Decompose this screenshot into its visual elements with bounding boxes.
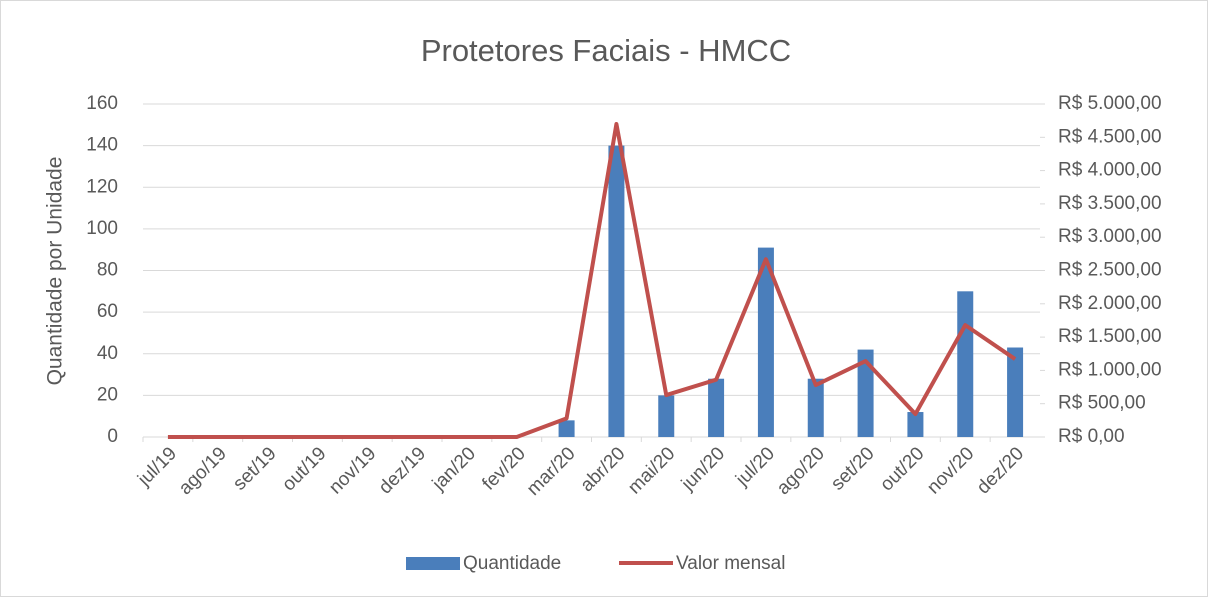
y2-tick-label: R$ 0,00 — [1058, 426, 1125, 447]
line — [167, 121, 1017, 439]
y-tick-label: 160 — [86, 93, 118, 114]
legend-swatch — [406, 557, 460, 570]
y2-tick-label: R$ 4.000,00 — [1058, 160, 1162, 181]
y-tick-label: 0 — [107, 426, 118, 447]
bar — [857, 349, 874, 437]
y-tick-label: 20 — [97, 384, 118, 405]
y2-tick-label: R$ 2.500,00 — [1058, 260, 1162, 281]
bar — [957, 291, 974, 437]
y2-tick-label: R$ 5.000,00 — [1058, 93, 1162, 114]
bar — [708, 378, 725, 437]
bar — [608, 145, 625, 437]
chart-title: Protetores Faciais - HMCC — [421, 33, 791, 68]
bar — [907, 412, 924, 437]
y-tick-label: 40 — [97, 343, 118, 364]
y2-tick-label: R$ 4.500,00 — [1058, 126, 1162, 147]
bar — [807, 378, 824, 437]
y-tick-label: 140 — [86, 135, 118, 156]
bar — [658, 395, 675, 437]
y-tick-label: 80 — [97, 260, 118, 281]
y2-tick-label: R$ 500,00 — [1058, 393, 1146, 414]
bar — [558, 420, 575, 437]
y2-tick-label: R$ 3.000,00 — [1058, 226, 1162, 247]
y-tick-label: 100 — [86, 218, 118, 239]
legend-label: Quantidade — [463, 553, 561, 574]
bar — [757, 247, 774, 437]
y2-tick-label: R$ 1.000,00 — [1058, 359, 1162, 380]
legend-label: Valor mensal — [676, 553, 785, 574]
y2-tick-label: R$ 3.500,00 — [1058, 193, 1162, 214]
y-tick-label: 60 — [97, 301, 118, 322]
y-tick-label: 120 — [86, 176, 118, 197]
y-axis-label: Quantidade por Unidade — [44, 157, 67, 386]
y2-tick-label: R$ 1.500,00 — [1058, 326, 1162, 347]
y2-tick-label: R$ 2.000,00 — [1058, 293, 1162, 314]
bar — [1007, 347, 1024, 437]
